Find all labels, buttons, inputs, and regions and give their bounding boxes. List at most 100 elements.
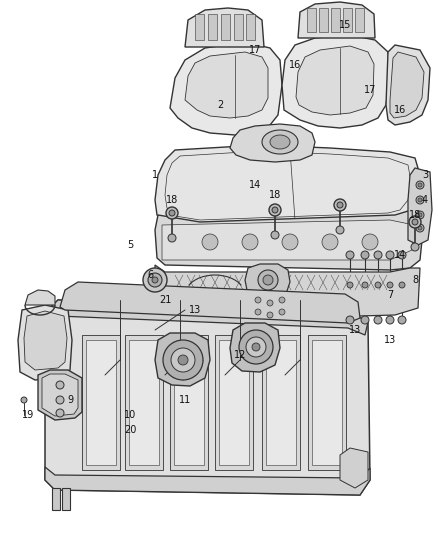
Text: 10: 10 (124, 410, 136, 420)
Polygon shape (42, 374, 78, 416)
Polygon shape (185, 52, 268, 118)
Polygon shape (331, 8, 340, 32)
Polygon shape (125, 335, 163, 470)
Ellipse shape (347, 282, 353, 288)
Ellipse shape (361, 251, 369, 259)
Polygon shape (307, 8, 316, 32)
Text: 17: 17 (249, 45, 261, 55)
Text: 4: 4 (422, 195, 428, 205)
Text: 8: 8 (412, 275, 418, 285)
Ellipse shape (56, 409, 64, 417)
Ellipse shape (263, 275, 273, 285)
Ellipse shape (163, 340, 203, 380)
Text: 5: 5 (127, 240, 133, 250)
Ellipse shape (398, 316, 406, 324)
Ellipse shape (270, 135, 290, 149)
Polygon shape (298, 2, 375, 38)
Ellipse shape (258, 270, 278, 290)
Text: 9: 9 (67, 395, 73, 405)
Polygon shape (234, 14, 243, 40)
Polygon shape (82, 335, 120, 470)
Polygon shape (266, 340, 296, 465)
Polygon shape (319, 8, 328, 32)
Text: 21: 21 (159, 295, 171, 305)
Ellipse shape (386, 251, 394, 259)
Polygon shape (155, 265, 420, 320)
Polygon shape (48, 300, 368, 335)
Polygon shape (355, 8, 364, 32)
Ellipse shape (416, 196, 424, 204)
Text: 16: 16 (289, 60, 301, 70)
Ellipse shape (148, 273, 162, 287)
Ellipse shape (239, 330, 273, 364)
Polygon shape (390, 52, 424, 118)
Text: 17: 17 (364, 85, 376, 95)
Text: 7: 7 (387, 290, 393, 300)
Ellipse shape (271, 231, 279, 239)
Ellipse shape (387, 282, 393, 288)
Ellipse shape (409, 216, 421, 228)
Ellipse shape (398, 251, 406, 259)
Polygon shape (162, 220, 414, 260)
Ellipse shape (412, 219, 418, 225)
Polygon shape (296, 46, 374, 115)
Polygon shape (278, 300, 286, 312)
Polygon shape (266, 303, 274, 315)
Polygon shape (38, 370, 82, 420)
Polygon shape (155, 333, 210, 386)
Ellipse shape (171, 348, 195, 372)
Ellipse shape (178, 355, 188, 365)
Ellipse shape (336, 226, 344, 234)
Ellipse shape (416, 224, 424, 232)
Polygon shape (170, 42, 282, 135)
Ellipse shape (166, 207, 178, 219)
Ellipse shape (322, 234, 338, 250)
Polygon shape (262, 335, 300, 470)
Ellipse shape (168, 234, 176, 242)
Ellipse shape (399, 282, 405, 288)
Ellipse shape (255, 297, 261, 303)
Ellipse shape (374, 251, 382, 259)
Text: 13: 13 (384, 335, 396, 345)
Text: 6: 6 (147, 270, 153, 280)
Ellipse shape (346, 316, 354, 324)
Ellipse shape (374, 316, 382, 324)
Polygon shape (308, 335, 346, 470)
Polygon shape (245, 264, 290, 298)
Text: 20: 20 (124, 425, 136, 435)
Polygon shape (155, 145, 420, 230)
Text: 3: 3 (422, 170, 428, 180)
Ellipse shape (416, 181, 424, 189)
Ellipse shape (418, 226, 422, 230)
Text: 16: 16 (394, 105, 406, 115)
Ellipse shape (202, 234, 218, 250)
Text: 13: 13 (189, 305, 201, 315)
Text: 18: 18 (166, 195, 178, 205)
Ellipse shape (21, 397, 27, 403)
Text: 1: 1 (152, 170, 158, 180)
Text: 18: 18 (269, 190, 281, 200)
Ellipse shape (262, 130, 298, 154)
Ellipse shape (252, 343, 260, 351)
Ellipse shape (279, 309, 285, 315)
Polygon shape (312, 340, 342, 465)
Polygon shape (343, 8, 352, 32)
Polygon shape (282, 35, 390, 128)
Polygon shape (254, 300, 262, 312)
Ellipse shape (375, 282, 381, 288)
Ellipse shape (361, 316, 369, 324)
Polygon shape (62, 488, 70, 510)
Polygon shape (208, 14, 217, 40)
Polygon shape (45, 300, 370, 495)
Ellipse shape (418, 213, 422, 217)
Text: 14: 14 (249, 180, 261, 190)
Polygon shape (45, 467, 370, 495)
Polygon shape (25, 290, 55, 305)
Ellipse shape (56, 381, 64, 389)
Ellipse shape (282, 234, 298, 250)
Ellipse shape (56, 396, 64, 404)
Ellipse shape (269, 204, 281, 216)
Polygon shape (221, 14, 230, 40)
Ellipse shape (242, 234, 258, 250)
Polygon shape (408, 168, 432, 245)
